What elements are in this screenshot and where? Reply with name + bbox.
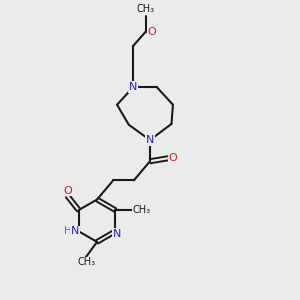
Text: N: N — [113, 229, 121, 239]
Text: H: H — [64, 226, 71, 236]
Text: N: N — [146, 135, 154, 145]
Text: O: O — [63, 186, 72, 196]
Text: N: N — [71, 226, 79, 236]
Text: N: N — [129, 82, 137, 92]
Text: O: O — [148, 27, 156, 37]
Text: CH₃: CH₃ — [78, 257, 96, 268]
Text: CH₃: CH₃ — [136, 4, 154, 14]
Text: CH₃: CH₃ — [133, 205, 151, 215]
Text: O: O — [169, 153, 177, 163]
